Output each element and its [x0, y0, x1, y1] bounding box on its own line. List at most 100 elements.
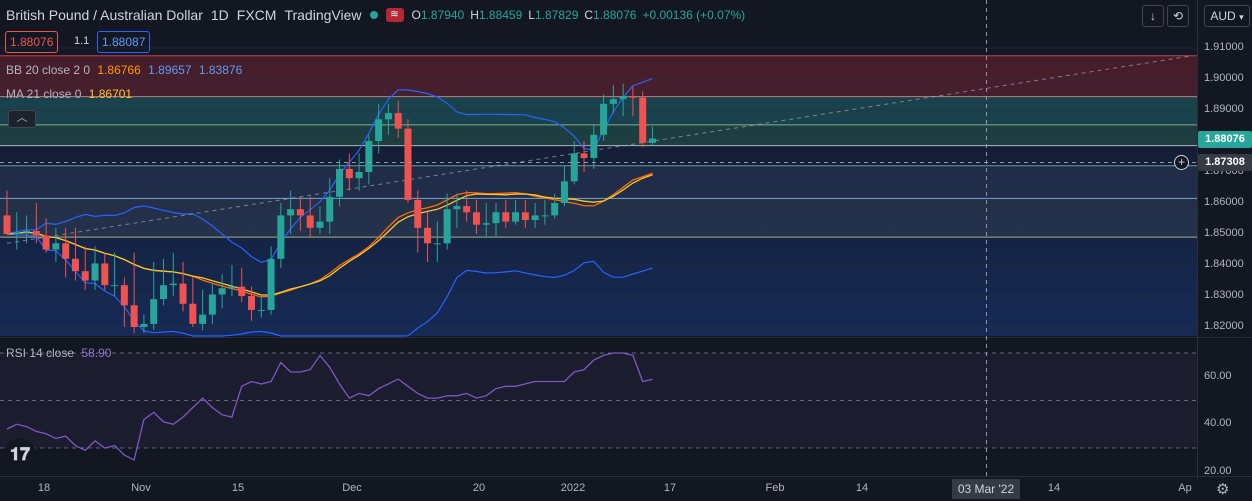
- candle: [52, 227, 60, 262]
- candle: [512, 199, 520, 225]
- candle-body: [463, 206, 471, 213]
- candle-body: [296, 209, 304, 216]
- candle-body: [345, 168, 353, 179]
- candle: [62, 227, 70, 278]
- candle-body: [453, 206, 461, 210]
- chevron-down-icon: ▾: [1239, 12, 1244, 22]
- crosshair-price-tag: 1.87308: [1198, 154, 1252, 171]
- candle-body: [140, 323, 148, 327]
- candle: [306, 196, 314, 238]
- fullscreen-button[interactable]: ⟲: [1167, 5, 1189, 27]
- candle: [277, 203, 285, 269]
- bb-legend[interactable]: BB 20 close 2 0 1.86766 1.89657 1.83876: [6, 63, 242, 77]
- currency-select[interactable]: AUD ▾: [1204, 5, 1250, 27]
- settings-gear-icon[interactable]: ⚙: [1216, 481, 1230, 498]
- candle: [101, 252, 109, 290]
- candle-body: [238, 286, 246, 296]
- candle: [560, 165, 568, 207]
- candle-body: [502, 212, 510, 222]
- time-axis-label: Feb: [765, 482, 785, 494]
- close-label: C: [584, 8, 594, 22]
- scroll-down-button[interactable]: ↓: [1142, 5, 1164, 27]
- rsi-axis-label: 60.00: [1204, 369, 1232, 382]
- time-axis-label: 17: [663, 482, 677, 494]
- symbol-title[interactable]: British Pound / Australian Dollar: [6, 7, 203, 23]
- candle-body: [531, 215, 539, 221]
- candle-body: [189, 303, 197, 324]
- candle-body: [218, 288, 226, 295]
- currency-label: AUD: [1210, 9, 1236, 23]
- candle: [492, 203, 500, 238]
- candle: [384, 103, 392, 135]
- candle: [81, 246, 89, 290]
- time-axis-label: Ap: [1178, 482, 1192, 494]
- ma-legend[interactable]: MA 21 close 0 1.86701: [6, 87, 132, 101]
- candle: [619, 83, 627, 117]
- time-axis-label: 15: [231, 482, 245, 494]
- candle-body: [159, 285, 167, 300]
- candle: [189, 277, 197, 327]
- candle: [13, 212, 21, 250]
- candle: [609, 85, 617, 114]
- candle: [91, 246, 99, 290]
- candle: [355, 153, 363, 191]
- buy-price: 1.88087: [102, 35, 146, 49]
- candle-body: [472, 212, 480, 225]
- candle-body: [541, 215, 549, 217]
- candle-body: [570, 153, 578, 182]
- provider-label: TradingView: [284, 7, 362, 23]
- candle-body: [32, 230, 40, 236]
- candle: [375, 103, 383, 154]
- candle: [267, 246, 275, 315]
- candle: [71, 227, 79, 281]
- time-axis-label: Dec: [342, 482, 362, 494]
- zone-band: [0, 165, 1197, 199]
- candle-body: [619, 96, 627, 100]
- candle-body: [111, 285, 119, 287]
- candle-body: [404, 128, 412, 200]
- candle-body: [629, 96, 637, 98]
- candle: [541, 199, 549, 225]
- high-label: H: [470, 8, 479, 22]
- candle: [23, 215, 31, 244]
- sell-button[interactable]: 1.88076: [5, 31, 59, 53]
- chevron-up-icon: ︿: [16, 112, 28, 124]
- candle: [130, 252, 138, 334]
- candle: [600, 94, 608, 141]
- candle: [218, 274, 226, 309]
- collapse-legend-button[interactable]: ︿: [8, 110, 36, 128]
- candle-body: [609, 99, 617, 104]
- interval-label[interactable]: 1D: [210, 7, 229, 23]
- low-label: L: [528, 8, 535, 22]
- candle-body: [287, 209, 295, 216]
- price-axis-label: 1.90000: [1204, 72, 1244, 84]
- flag-icon: ≋: [385, 8, 404, 22]
- candle: [570, 141, 578, 185]
- candle: [551, 193, 559, 219]
- tradingview-logo[interactable]: 𝟏𝟕: [4, 438, 36, 470]
- time-axis-label: 18: [37, 482, 51, 494]
- candle-body: [521, 212, 529, 221]
- open-label: O: [411, 8, 421, 22]
- candle-body: [316, 221, 324, 228]
- candle-body: [600, 103, 608, 135]
- last-price-tag: 1.88076: [1198, 131, 1252, 148]
- rsi-legend[interactable]: RSI 14 close 58.90: [6, 346, 111, 360]
- candle-body: [551, 203, 559, 216]
- candle-body: [42, 235, 50, 250]
- plus-circle-icon[interactable]: +: [1174, 155, 1189, 170]
- candle-body: [101, 263, 109, 286]
- close-value: 1.88076: [593, 8, 637, 22]
- tv-logo-mark: 𝟏𝟕: [9, 444, 31, 464]
- ma-value: 1.86701: [88, 87, 133, 101]
- zone-band: [0, 55, 1197, 97]
- price-pane: [0, 30, 1197, 336]
- candle: [648, 126, 656, 147]
- candle-body: [52, 243, 60, 250]
- candle: [150, 261, 158, 331]
- buy-button[interactable]: 1.88087: [97, 31, 151, 53]
- price-axis-label: 1.82000: [1204, 320, 1244, 332]
- price-axis-label: 1.89000: [1204, 103, 1244, 115]
- chart-header: British Pound / Australian Dollar 1D FXC…: [6, 6, 745, 24]
